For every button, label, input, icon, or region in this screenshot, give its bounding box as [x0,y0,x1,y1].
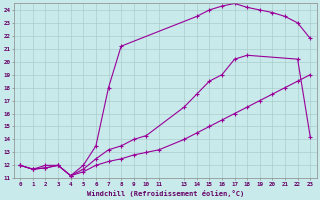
X-axis label: Windchill (Refroidissement éolien,°C): Windchill (Refroidissement éolien,°C) [87,190,244,197]
